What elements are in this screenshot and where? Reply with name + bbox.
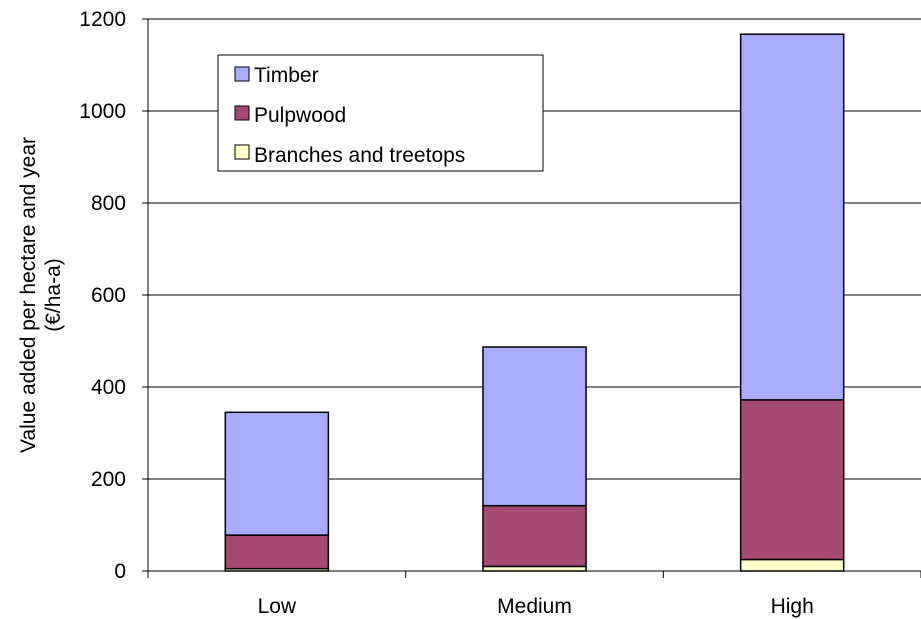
legend-box <box>217 54 544 172</box>
y-tick-labels: 0 200 400 600 800 1000 1200 <box>79 8 126 583</box>
y-tick-label-1200: 1200 <box>79 8 126 31</box>
y-tick-label-800: 800 <box>91 192 126 215</box>
legend-label-timber: Timber <box>254 64 319 87</box>
bar-medium-timber <box>482 346 587 507</box>
bars <box>224 33 845 572</box>
legend-label-pulpwood: Pulpwood <box>254 104 346 127</box>
y-tick-label-0: 0 <box>114 560 126 583</box>
bar-low-pulpwood <box>224 534 330 570</box>
x-tick-labels: Low Medium High <box>258 595 814 618</box>
bar-high-pulpwood <box>739 399 845 561</box>
bar-high-timber <box>739 33 845 401</box>
y-tick-label-400: 400 <box>91 376 126 399</box>
y-tick-label-200: 200 <box>91 468 126 491</box>
x-tick-label-medium: Medium <box>497 595 572 618</box>
bar-medium-pulpwood <box>482 504 587 568</box>
y-tick-label-1000: 1000 <box>79 100 126 123</box>
y-axis-title: Value added per hectare and year (€/ha-a… <box>17 137 65 453</box>
legend-swatch-timber <box>234 66 250 82</box>
bar-high-branches-and-treetops <box>739 558 845 572</box>
legend-swatch-branches <box>234 144 250 160</box>
x-tick-label-low: Low <box>258 595 297 618</box>
y-axis-title-line-2: (€/ha-a) <box>42 258 65 332</box>
y-axis-title-line-1: Value added per hectare and year <box>17 137 40 453</box>
x-tick-label-high: High <box>771 595 814 618</box>
y-tick-label-600: 600 <box>91 284 126 307</box>
legend: Timber Pulpwood Branches and treetops <box>217 54 544 172</box>
bar-low-timber <box>224 411 330 536</box>
legend-swatch-pulpwood <box>234 105 250 121</box>
legend-label-branches: Branches and treetops <box>254 144 465 167</box>
